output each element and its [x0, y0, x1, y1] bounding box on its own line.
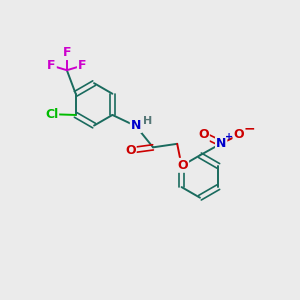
- Text: O: O: [125, 144, 136, 157]
- Text: O: O: [178, 159, 188, 172]
- Text: F: F: [63, 46, 71, 59]
- Text: N: N: [131, 119, 141, 132]
- Text: F: F: [78, 59, 86, 72]
- Text: N: N: [216, 137, 226, 150]
- Text: O: O: [198, 128, 209, 141]
- Text: +: +: [225, 132, 233, 142]
- Text: H: H: [143, 116, 152, 126]
- Text: Cl: Cl: [45, 108, 58, 121]
- Text: −: −: [244, 121, 255, 135]
- Text: F: F: [47, 59, 56, 72]
- Text: O: O: [233, 128, 244, 141]
